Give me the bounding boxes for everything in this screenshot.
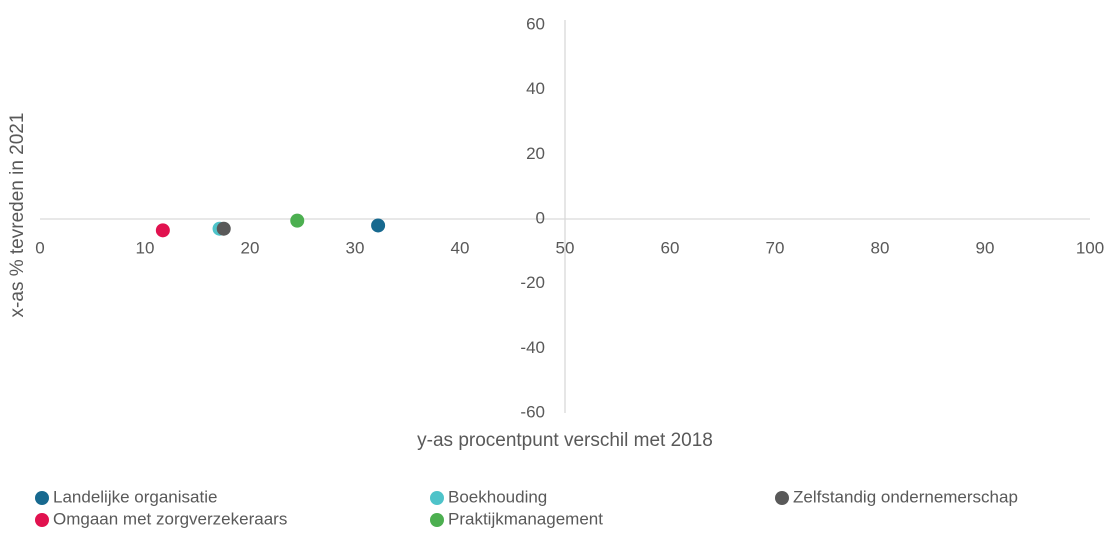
point <box>216 221 231 236</box>
x-tick-label: 10 <box>136 238 155 257</box>
legend-marker <box>430 513 444 527</box>
y-axis-title: x-as % tevreden in 2021 <box>7 113 28 318</box>
x-tick-label: 80 <box>871 238 890 257</box>
y-tick-label: 40 <box>526 79 545 98</box>
y-tick-label: 60 <box>526 14 545 33</box>
legend-marker <box>775 491 789 505</box>
point <box>155 223 170 238</box>
legend-label: Boekhouding <box>448 487 547 506</box>
y-tick-label: 0 <box>536 208 545 227</box>
y-tick-label: -60 <box>520 402 545 421</box>
x-tick-label: 100 <box>1076 238 1104 257</box>
y-tick-label: 20 <box>526 144 545 163</box>
x-tick-label: 20 <box>241 238 260 257</box>
legend-label: Zelfstandig ondernemerschap <box>793 487 1018 506</box>
legend-marker <box>35 491 49 505</box>
x-tick-label: 50 <box>556 238 575 257</box>
point <box>290 213 305 228</box>
x-tick-label: 40 <box>451 238 470 257</box>
legend-label: Omgaan met zorgverzekeraars <box>53 509 287 528</box>
x-tick-label: 0 <box>35 238 44 257</box>
x-tick-label: 90 <box>976 238 995 257</box>
x-tick-label: 60 <box>661 238 680 257</box>
y-tick-label: -20 <box>520 273 545 292</box>
legend-label: Landelijke organisatie <box>53 487 217 506</box>
x-tick-label: 70 <box>766 238 785 257</box>
point <box>371 218 386 233</box>
x-axis-title: y-as procentpunt verschil met 2018 <box>417 430 713 451</box>
legend-marker <box>430 491 444 505</box>
y-tick-label: -40 <box>520 338 545 357</box>
legend-label: Praktijkmanagement <box>448 509 603 528</box>
legend-marker <box>35 513 49 527</box>
x-tick-label: 30 <box>346 238 365 257</box>
